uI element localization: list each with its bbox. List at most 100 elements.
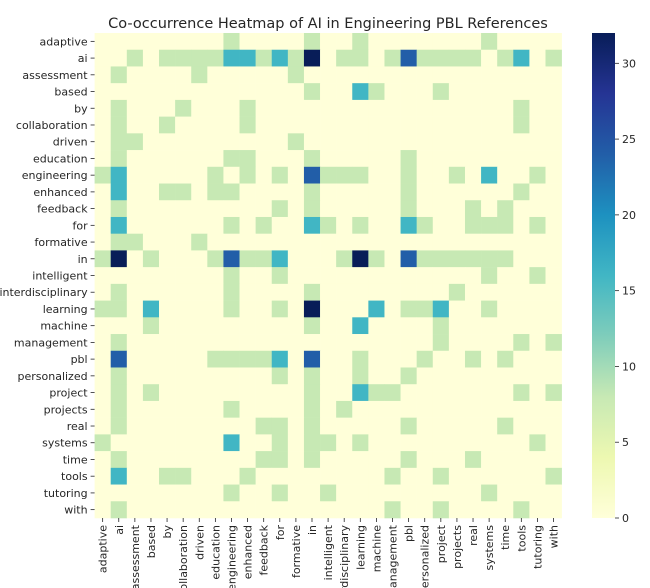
heatmap-cell-personalized-education [207, 367, 224, 385]
heatmap-cell-feedback-projects [448, 200, 466, 218]
heatmap-cell-projects-in [303, 400, 321, 418]
heatmap-cell-in-management [384, 250, 401, 268]
heatmap-cell-engineering-real [464, 166, 482, 184]
heatmap-cell-education-project [432, 150, 450, 168]
heatmap-cell-learning-pbl [400, 300, 417, 318]
heatmap-cells [94, 33, 562, 519]
heatmap-cell-learning-for [271, 300, 289, 318]
heatmap-cell-project-ai [110, 384, 128, 402]
heatmap-cell-feedback-engineering [223, 200, 240, 218]
heatmap-cell-learning-personalized [416, 300, 434, 318]
heatmap-cell-tutoring-education [207, 484, 224, 502]
heatmap-cell-projects-real [464, 400, 482, 418]
heatmap-cell-interdisciplinary-with [545, 283, 562, 301]
heatmap-cell-with-enhanced [239, 501, 256, 519]
heatmap-cell-real-projects [448, 417, 466, 435]
heatmap-cell-systems-time [497, 434, 514, 452]
heatmap-cell-collaboration-for [271, 116, 289, 134]
heatmap-cell-in-with [545, 250, 562, 268]
heatmap-cell-ai-personalized [416, 49, 434, 67]
heatmap-cell-education-intelligent [320, 150, 337, 168]
heatmap-cell-tutoring-in [303, 484, 321, 502]
heatmap-cell-with-pbl [400, 501, 417, 519]
heatmap-cell-project-intelligent [320, 384, 337, 402]
heatmap-cell-systems-engineering [223, 434, 240, 452]
heatmap-cell-enhanced-by [159, 183, 176, 201]
heatmap-cell-machine-driven [191, 317, 208, 335]
heatmap-cell-tools-projects [448, 467, 466, 485]
heatmap-cell-driven-with [545, 133, 562, 151]
x-tick-label: education [209, 525, 222, 580]
heatmap-cell-driven-by [159, 133, 176, 151]
heatmap-cell-personalized-real [464, 367, 482, 385]
heatmap-cell-engineering-management [384, 166, 401, 184]
heatmap-cell-tutoring-assessment [126, 484, 144, 502]
heatmap-cell-driven-formative [287, 133, 305, 151]
heatmap-cell-with-learning [352, 501, 369, 519]
heatmap-cell-interdisciplinary-personalized [416, 283, 434, 301]
heatmap-cell-pbl-projects [448, 350, 466, 368]
heatmap-cell-ai-tutoring [529, 49, 546, 67]
heatmap-cell-enhanced-systems [481, 183, 498, 201]
heatmap-cell-systems-tools [513, 434, 530, 452]
colorbar-tick-label: 10 [622, 360, 636, 373]
heatmap-cell-management-tutoring [529, 334, 546, 352]
heatmap-cell-collaboration-with [545, 116, 562, 134]
heatmap-cell-learning-based [142, 300, 160, 318]
heatmap-cell-project-feedback [255, 384, 273, 402]
heatmap-cell-in-ai [110, 250, 128, 268]
heatmap-cell-tutoring-real [464, 484, 482, 502]
heatmap-cell-enhanced-machine [368, 183, 385, 201]
y-tick-label: based [54, 86, 87, 99]
heatmap-cell-pbl-driven [191, 350, 208, 368]
heatmap-cell-tools-collaboration [175, 467, 192, 485]
heatmap-cell-pbl-personalized [416, 350, 434, 368]
heatmap-cell-time-assessment [126, 451, 144, 469]
y-tick-label: personalized [18, 370, 88, 383]
heatmap-cell-systems-projects [448, 434, 466, 452]
heatmap-cell-interdisciplinary-tools [513, 283, 530, 301]
x-tick-label: for [274, 525, 287, 541]
heatmap-cell-real-collaboration [175, 417, 192, 435]
heatmap-cell-project-management [384, 384, 401, 402]
heatmap-cell-real-tutoring [529, 417, 546, 435]
heatmap-cell-enhanced-formative [287, 183, 305, 201]
x-tick-label: project [435, 524, 448, 563]
heatmap-cell-systems-machine [368, 434, 385, 452]
heatmap-cell-project-based [142, 384, 160, 402]
x-tick-label: in [306, 525, 319, 535]
heatmap-cell-collaboration-tutoring [529, 116, 546, 134]
heatmap-cell-time-learning [352, 451, 369, 469]
heatmap-cell-education-collaboration [175, 150, 192, 168]
heatmap-cell-learning-engineering [223, 300, 240, 318]
heatmap-cell-intelligent-in [303, 267, 321, 285]
heatmap-cell-learning-interdisciplinary [336, 300, 353, 318]
heatmap-cell-enhanced-pbl [400, 183, 417, 201]
heatmap-cell-tools-based [142, 467, 160, 485]
heatmap-cell-assessment-management [384, 66, 401, 84]
heatmap-cell-driven-ai [110, 133, 128, 151]
heatmap-cell-interdisciplinary-time [497, 283, 514, 301]
heatmap-cell-projects-personalized [416, 400, 434, 418]
heatmap-cell-enhanced-time [497, 183, 514, 201]
heatmap-cell-with-personalized [416, 501, 434, 519]
heatmap-cell-management-enhanced [239, 334, 256, 352]
heatmap-cell-education-time [497, 150, 514, 168]
heatmap-cell-engineering-education [207, 166, 224, 184]
heatmap-cell-intelligent-ai [110, 267, 128, 285]
heatmap-cell-real-feedback [255, 417, 273, 435]
heatmap-cell-assessment-projects [448, 66, 466, 84]
heatmap-cell-personalized-engineering [223, 367, 240, 385]
heatmap-cell-for-time [497, 216, 514, 234]
heatmap-cell-feedback-project [432, 200, 450, 218]
heatmap-cell-feedback-real [464, 200, 482, 218]
heatmap-cell-projects-pbl [400, 400, 417, 418]
heatmap-cell-in-learning [352, 250, 369, 268]
y-tick-label: collaboration [16, 119, 88, 132]
heatmap-cell-education-feedback [255, 150, 273, 168]
heatmap-cell-education-formative [287, 150, 305, 168]
heatmap-cell-project-assessment [126, 384, 144, 402]
heatmap-cell-driven-learning [352, 133, 369, 151]
heatmap-cell-with-tools [513, 501, 530, 519]
